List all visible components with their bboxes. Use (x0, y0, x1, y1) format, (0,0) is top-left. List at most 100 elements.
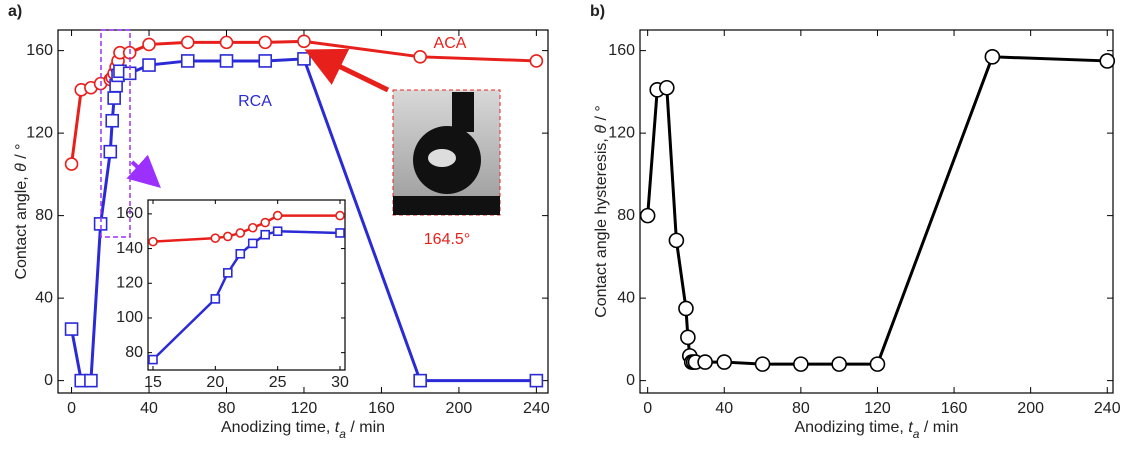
data-point (335, 210, 345, 221)
data-point (64, 157, 79, 171)
data-point (793, 356, 809, 372)
x-tick-label: 25 (269, 374, 287, 391)
annotation: 164.5° (424, 231, 470, 248)
data-point (984, 49, 1001, 65)
data-point (84, 373, 98, 388)
data-point (103, 144, 118, 159)
annotation: RCA (238, 93, 272, 110)
axis-label: Anodizing time, ta / min (794, 419, 958, 441)
data-point (222, 231, 233, 242)
data-point (258, 54, 273, 68)
data-point (297, 52, 311, 66)
x-tick-label: 15 (144, 374, 162, 391)
plot-frame (639, 29, 1114, 394)
axis-label-part: / min (346, 419, 385, 436)
data-point (272, 210, 283, 221)
data-point (64, 322, 79, 336)
y-tick-label: 40 (617, 289, 635, 306)
axis-label-part: Anodizing time, (794, 419, 908, 436)
data-point (639, 207, 656, 224)
decoration (100, 29, 501, 238)
axis-label-part: / min (919, 419, 958, 436)
x-tick-label: 0 (67, 400, 76, 417)
substrate (393, 196, 500, 215)
x-tick-label: 240 (523, 400, 550, 417)
axis-label-part: Anodizing time, (221, 419, 335, 436)
y-tick-label: 80 (35, 207, 53, 224)
y-tick-label: 100 (116, 309, 143, 326)
photo-arrow (304, 48, 390, 93)
y-tick-label: 120 (608, 124, 635, 141)
data-point (413, 50, 427, 64)
y-tick-label: 40 (35, 289, 53, 306)
panel-label: a) (8, 3, 22, 20)
data-point (235, 248, 246, 259)
data-point (235, 228, 246, 238)
data-point (219, 54, 234, 68)
data-point (297, 34, 311, 49)
data-point (247, 222, 258, 233)
data-point (754, 356, 771, 372)
x-tick-label: 20 (206, 374, 224, 391)
axis-label-part: Contact angle hysteresis, (593, 134, 610, 318)
panel-label: b) (590, 3, 605, 20)
axis-label-part: / ° (593, 105, 610, 125)
data-point (105, 113, 120, 128)
x-tick-label: 200 (1017, 400, 1044, 417)
y-tick-label: 0 (44, 372, 53, 389)
y-tick-label: 140 (116, 240, 143, 257)
x-tick-label: 160 (941, 400, 968, 417)
data-point (142, 37, 156, 52)
data-point (210, 233, 221, 243)
data-point (210, 294, 221, 304)
data-point (716, 354, 733, 370)
y-tick-label: 80 (125, 344, 143, 361)
data-point (148, 236, 158, 247)
series-line (152, 229, 341, 361)
axis-label-part: t (335, 419, 340, 436)
data-point (247, 238, 258, 249)
data-point (272, 226, 283, 237)
y-tick-label: 120 (26, 124, 53, 141)
data-point (107, 91, 121, 105)
data-point (659, 79, 675, 96)
x-tick-label: 80 (218, 400, 236, 417)
series-line (152, 214, 341, 243)
plot-frame (57, 29, 549, 394)
annotation: ACA (434, 35, 467, 52)
data-point (680, 329, 696, 346)
x-tick-label: 30 (331, 374, 349, 391)
data-point (413, 373, 427, 388)
y-tick-label: 80 (617, 207, 635, 224)
axis-label-part: / ° (13, 143, 30, 163)
x-tick-label: 0 (643, 400, 652, 417)
data-point (1099, 53, 1116, 69)
x-tick-label: 240 (1094, 400, 1121, 417)
data-point (678, 300, 694, 317)
data-point (142, 58, 156, 72)
zoom-arrow (126, 154, 161, 189)
axis-label: Anodizing time, ta / min (221, 419, 385, 441)
x-tick-label: 80 (792, 400, 810, 417)
zoom-box (100, 29, 131, 238)
highlight (428, 149, 456, 167)
data-point (529, 54, 544, 68)
y-tick-label: 160 (26, 42, 53, 59)
axis-label: Contact angle hysteresis, θ / ° (593, 105, 610, 318)
data-point (180, 54, 195, 68)
data-point (260, 229, 271, 240)
data-point (831, 356, 847, 372)
series-line (646, 55, 1108, 366)
data-point (219, 35, 234, 50)
data-point (869, 356, 886, 372)
data-point (148, 354, 158, 365)
axis-label-part: θ (593, 125, 610, 134)
droplet-photo (392, 89, 501, 216)
data-point (697, 354, 713, 370)
x-tick-label: 40 (715, 400, 733, 417)
x-tick-label: 200 (446, 400, 473, 417)
plot-frame (147, 199, 346, 371)
data-point (180, 35, 195, 50)
data-point (335, 228, 345, 238)
